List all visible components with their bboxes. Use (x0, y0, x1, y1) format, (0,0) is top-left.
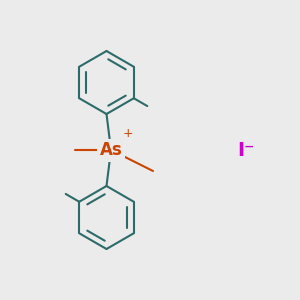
Text: As: As (100, 141, 122, 159)
Text: +: + (122, 127, 133, 140)
Text: I⁻: I⁻ (237, 140, 255, 160)
